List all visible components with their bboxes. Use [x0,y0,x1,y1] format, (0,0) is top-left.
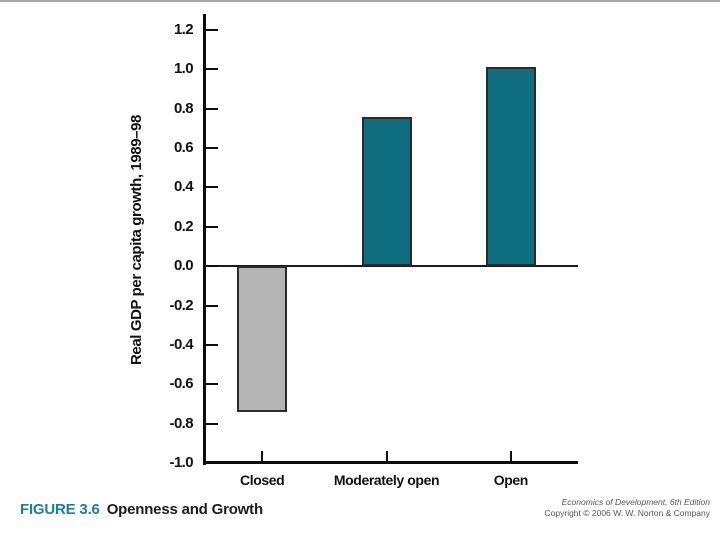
y-axis-tick [206,462,218,464]
y-axis-tick [206,343,218,346]
y-axis-tick [206,422,218,425]
book-title: Economics of Development, 6th Edition [561,497,710,507]
y-tick-label: -1.0 [169,454,194,471]
x-axis-line [203,461,578,464]
y-tick-label: -0.6 [169,375,194,393]
y-axis-tick [206,68,218,71]
y-tick-label: 1.0 [173,60,194,78]
x-axis-tick [385,451,388,461]
y-tick-label: 0.4 [173,178,194,196]
bar-closed [237,266,288,412]
x-category-label: Closed [240,472,285,488]
x-axis-tick [261,451,264,461]
slide-top-border [0,0,720,2]
y-tick-label: 0.6 [173,139,194,157]
y-tick-label: 0.8 [173,99,194,117]
y-axis-line [203,14,206,465]
copyright-line: Copyright © 2006 W. W. Norton & Company [544,507,710,518]
y-tick-label: 1.2 [173,21,194,38]
y-axis-tick [206,147,218,150]
y-axis-tick [206,383,218,386]
y-axis-tick [206,304,218,307]
y-axis-tick [206,107,218,110]
figure-caption: FIGURE 3.6 Openness and Growth [20,501,263,518]
y-axis-tick [206,225,218,228]
x-axis-tick [509,451,512,461]
x-category-label: Open [493,472,529,488]
y-tick-label: 0.0 [173,257,194,275]
y-axis-tick [206,265,218,268]
publisher-credit: Economics of Development, 6th Edition Co… [545,497,710,518]
bar-moderately-open [361,116,412,267]
y-tick-label: -0.2 [169,296,194,314]
openness-growth-bar-chart: Real GDP per capita growth, 1989–98 1.2 1… [128,14,578,488]
y-axis-tick [206,29,218,31]
y-tick-label: 0.2 [173,217,194,235]
y-tick-label: -0.8 [169,414,194,432]
y-axis-tick [206,186,218,189]
figure-title: Openness and Growth [106,501,263,518]
bar-open [485,67,536,267]
y-tick-label: -0.4 [169,335,194,353]
figure-number-label: FIGURE 3.6 [20,501,100,518]
x-category-label: Moderately open [333,472,440,488]
